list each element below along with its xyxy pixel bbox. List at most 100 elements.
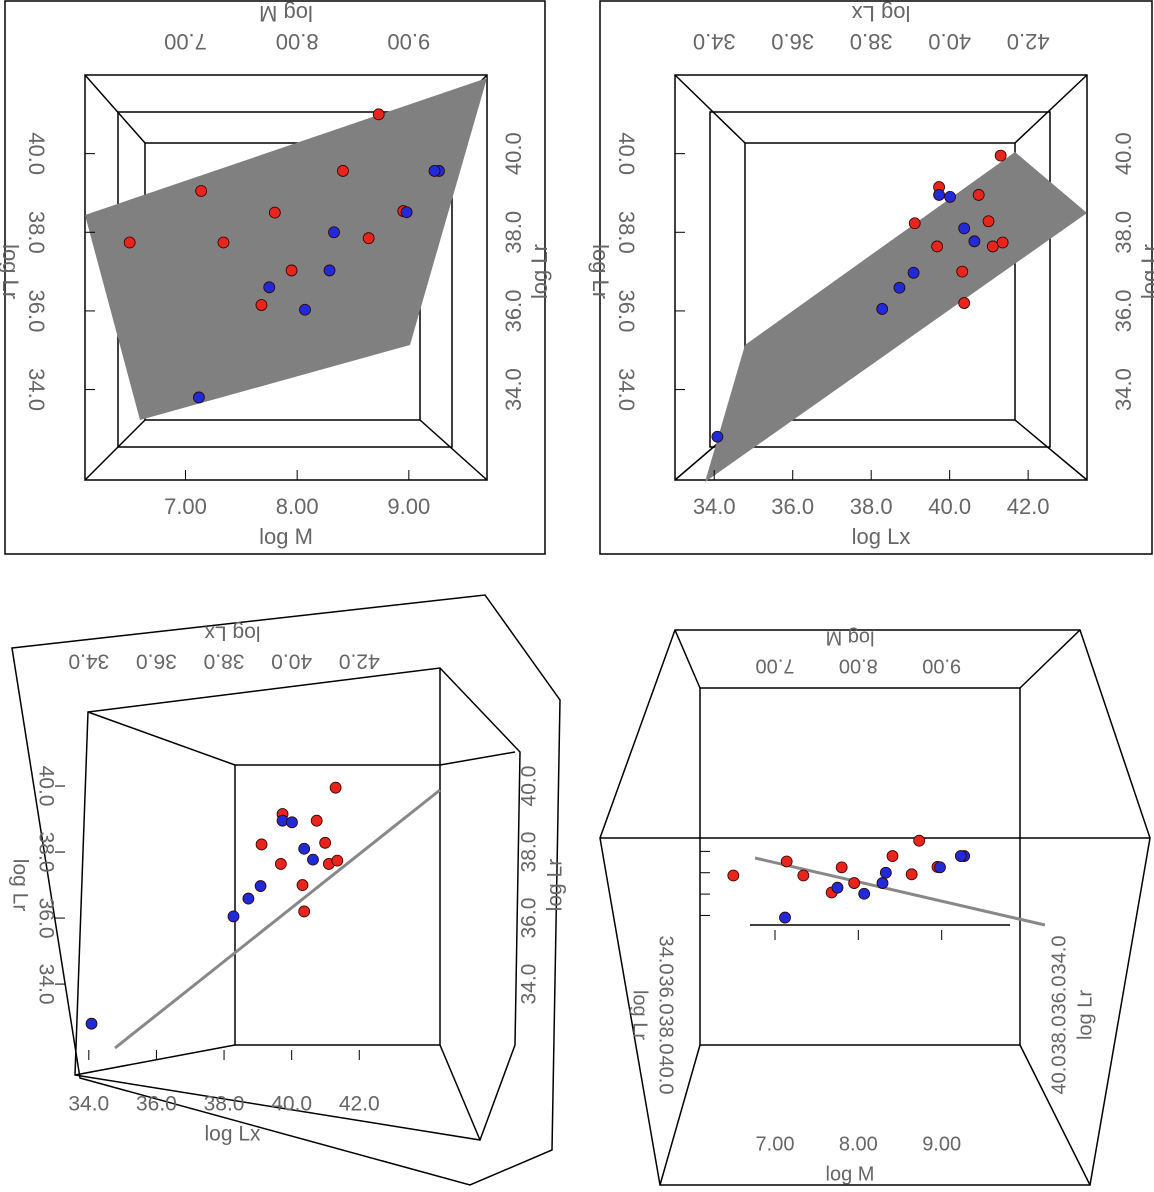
- y-tick-label-right: 36.0: [501, 290, 526, 333]
- point: [268, 206, 281, 219]
- fit-plane: [85, 78, 487, 420]
- point: [274, 858, 287, 870]
- point: [893, 281, 906, 294]
- point: [972, 189, 985, 201]
- x-tick-label: 9.00: [922, 1133, 961, 1155]
- y-tick-label-right: 40.0: [1048, 1056, 1070, 1095]
- point: [254, 880, 267, 892]
- cube-edges: [74, 668, 516, 1141]
- x-tick-label-mirrored: 34.0: [68, 649, 109, 672]
- point: [886, 850, 899, 862]
- x-tick-label: 36.0: [136, 1093, 177, 1116]
- y-tick-label-right: 40.0: [1111, 132, 1136, 175]
- y-tick-label-right: 38.0: [1111, 211, 1136, 254]
- x-axis-title-mirrored: log Lx: [204, 621, 261, 644]
- point: [323, 264, 336, 277]
- x-tick-label-mirrored: 42.0: [1007, 29, 1050, 54]
- point: [858, 887, 871, 900]
- point: [337, 165, 349, 177]
- x-tick-label-mirrored: 38.0: [850, 29, 893, 54]
- y-tick-label: 38.0: [34, 832, 57, 873]
- x-tick-label-mirrored: 40.0: [928, 29, 971, 54]
- y-tick-label: 34.0: [614, 368, 639, 411]
- x-tick-label: 9.00: [387, 494, 430, 519]
- point: [876, 303, 889, 315]
- y-tick-label-right: 38.0: [501, 211, 526, 254]
- point: [982, 215, 995, 228]
- x-tick-label: 42.0: [339, 1093, 380, 1116]
- x-axis-title: log Lx: [852, 524, 911, 549]
- x-tick-label-mirrored: 7.00: [756, 655, 795, 677]
- point: [835, 861, 848, 874]
- point: [958, 297, 971, 309]
- y-tick-label: 36.0: [24, 290, 49, 333]
- x-tick-label: 36.0: [771, 494, 814, 519]
- y-tick-label-right: 38.0: [518, 832, 541, 873]
- y-tick-label: 40.0: [24, 132, 49, 175]
- outer-box: [599, 629, 1151, 1186]
- point: [779, 911, 791, 924]
- point: [298, 842, 311, 855]
- cube-edges: [659, 629, 1091, 1186]
- point: [328, 226, 340, 239]
- x-axis-title: log M: [826, 1163, 875, 1185]
- point: [85, 1017, 98, 1030]
- point: [428, 165, 441, 177]
- y-tick-label-right: 34.0: [518, 964, 541, 1005]
- point: [876, 877, 889, 889]
- x-tick-label-mirrored: 8.00: [839, 655, 878, 677]
- point: [944, 190, 956, 203]
- point: [329, 781, 342, 794]
- x-axis-title-mirrored: log M: [259, 1, 313, 26]
- point: [908, 217, 921, 230]
- y-tick-label: 40.0: [655, 1056, 677, 1095]
- x-tick-label: 38.0: [204, 1093, 245, 1116]
- point: [285, 264, 298, 277]
- x-tick-label: 34.0: [693, 494, 736, 519]
- point: [372, 108, 385, 121]
- x-tick-label: 42.0: [1007, 494, 1050, 519]
- fit-line: [114, 788, 441, 1050]
- point: [958, 222, 971, 235]
- outer-cube-face: [674, 74, 1088, 481]
- y-tick-label: 40.0: [614, 132, 639, 175]
- point: [242, 892, 255, 905]
- y-tick-label-right: 36.0: [1111, 290, 1136, 333]
- y-axis-title: log Lr: [629, 990, 651, 1040]
- x-tick-label: 7.00: [164, 494, 207, 519]
- y-tick-label: 36.0: [34, 898, 57, 939]
- point: [286, 816, 298, 829]
- x-tick-label: 40.0: [928, 494, 971, 519]
- y-tick-label: 34.0: [34, 964, 57, 1005]
- x-tick-label: 40.0: [271, 1093, 312, 1116]
- x-tick-label: 8.00: [276, 494, 319, 519]
- outer-box: [11, 594, 561, 1186]
- y-tick-label: 36.0: [655, 976, 677, 1015]
- x-tick-label-mirrored: 36.0: [771, 29, 814, 54]
- y-axis-title-right: log Lr: [1074, 990, 1096, 1040]
- panel-border: [4, 0, 546, 555]
- point: [968, 235, 981, 248]
- y-tick-label-right: 38.0: [1048, 1016, 1070, 1055]
- y-tick-label-right: 34.0: [501, 368, 526, 411]
- point: [933, 189, 945, 201]
- y-axis-title: log Lr: [8, 859, 31, 912]
- point: [331, 854, 344, 867]
- fit-line: [754, 856, 1046, 927]
- point: [227, 910, 240, 923]
- fit-plane: [705, 152, 1087, 482]
- point: [307, 853, 319, 866]
- point: [994, 149, 1007, 162]
- x-tick-label-mirrored: 34.0: [693, 29, 736, 54]
- x-tick-label-mirrored: 9.00: [922, 655, 961, 677]
- y-tick-label: 38.0: [614, 211, 639, 254]
- point: [299, 303, 311, 316]
- x-tick-label-mirrored: 38.0: [204, 649, 245, 672]
- y-tick-label-right: 36.0: [1048, 976, 1070, 1015]
- y-axis-title-right: log Lr: [544, 859, 567, 912]
- panel-border: [599, 0, 1153, 555]
- y-axis-title-right: log Lr: [527, 244, 552, 299]
- panel-frames: [4, 0, 1153, 1186]
- point: [217, 236, 230, 249]
- point: [195, 185, 208, 197]
